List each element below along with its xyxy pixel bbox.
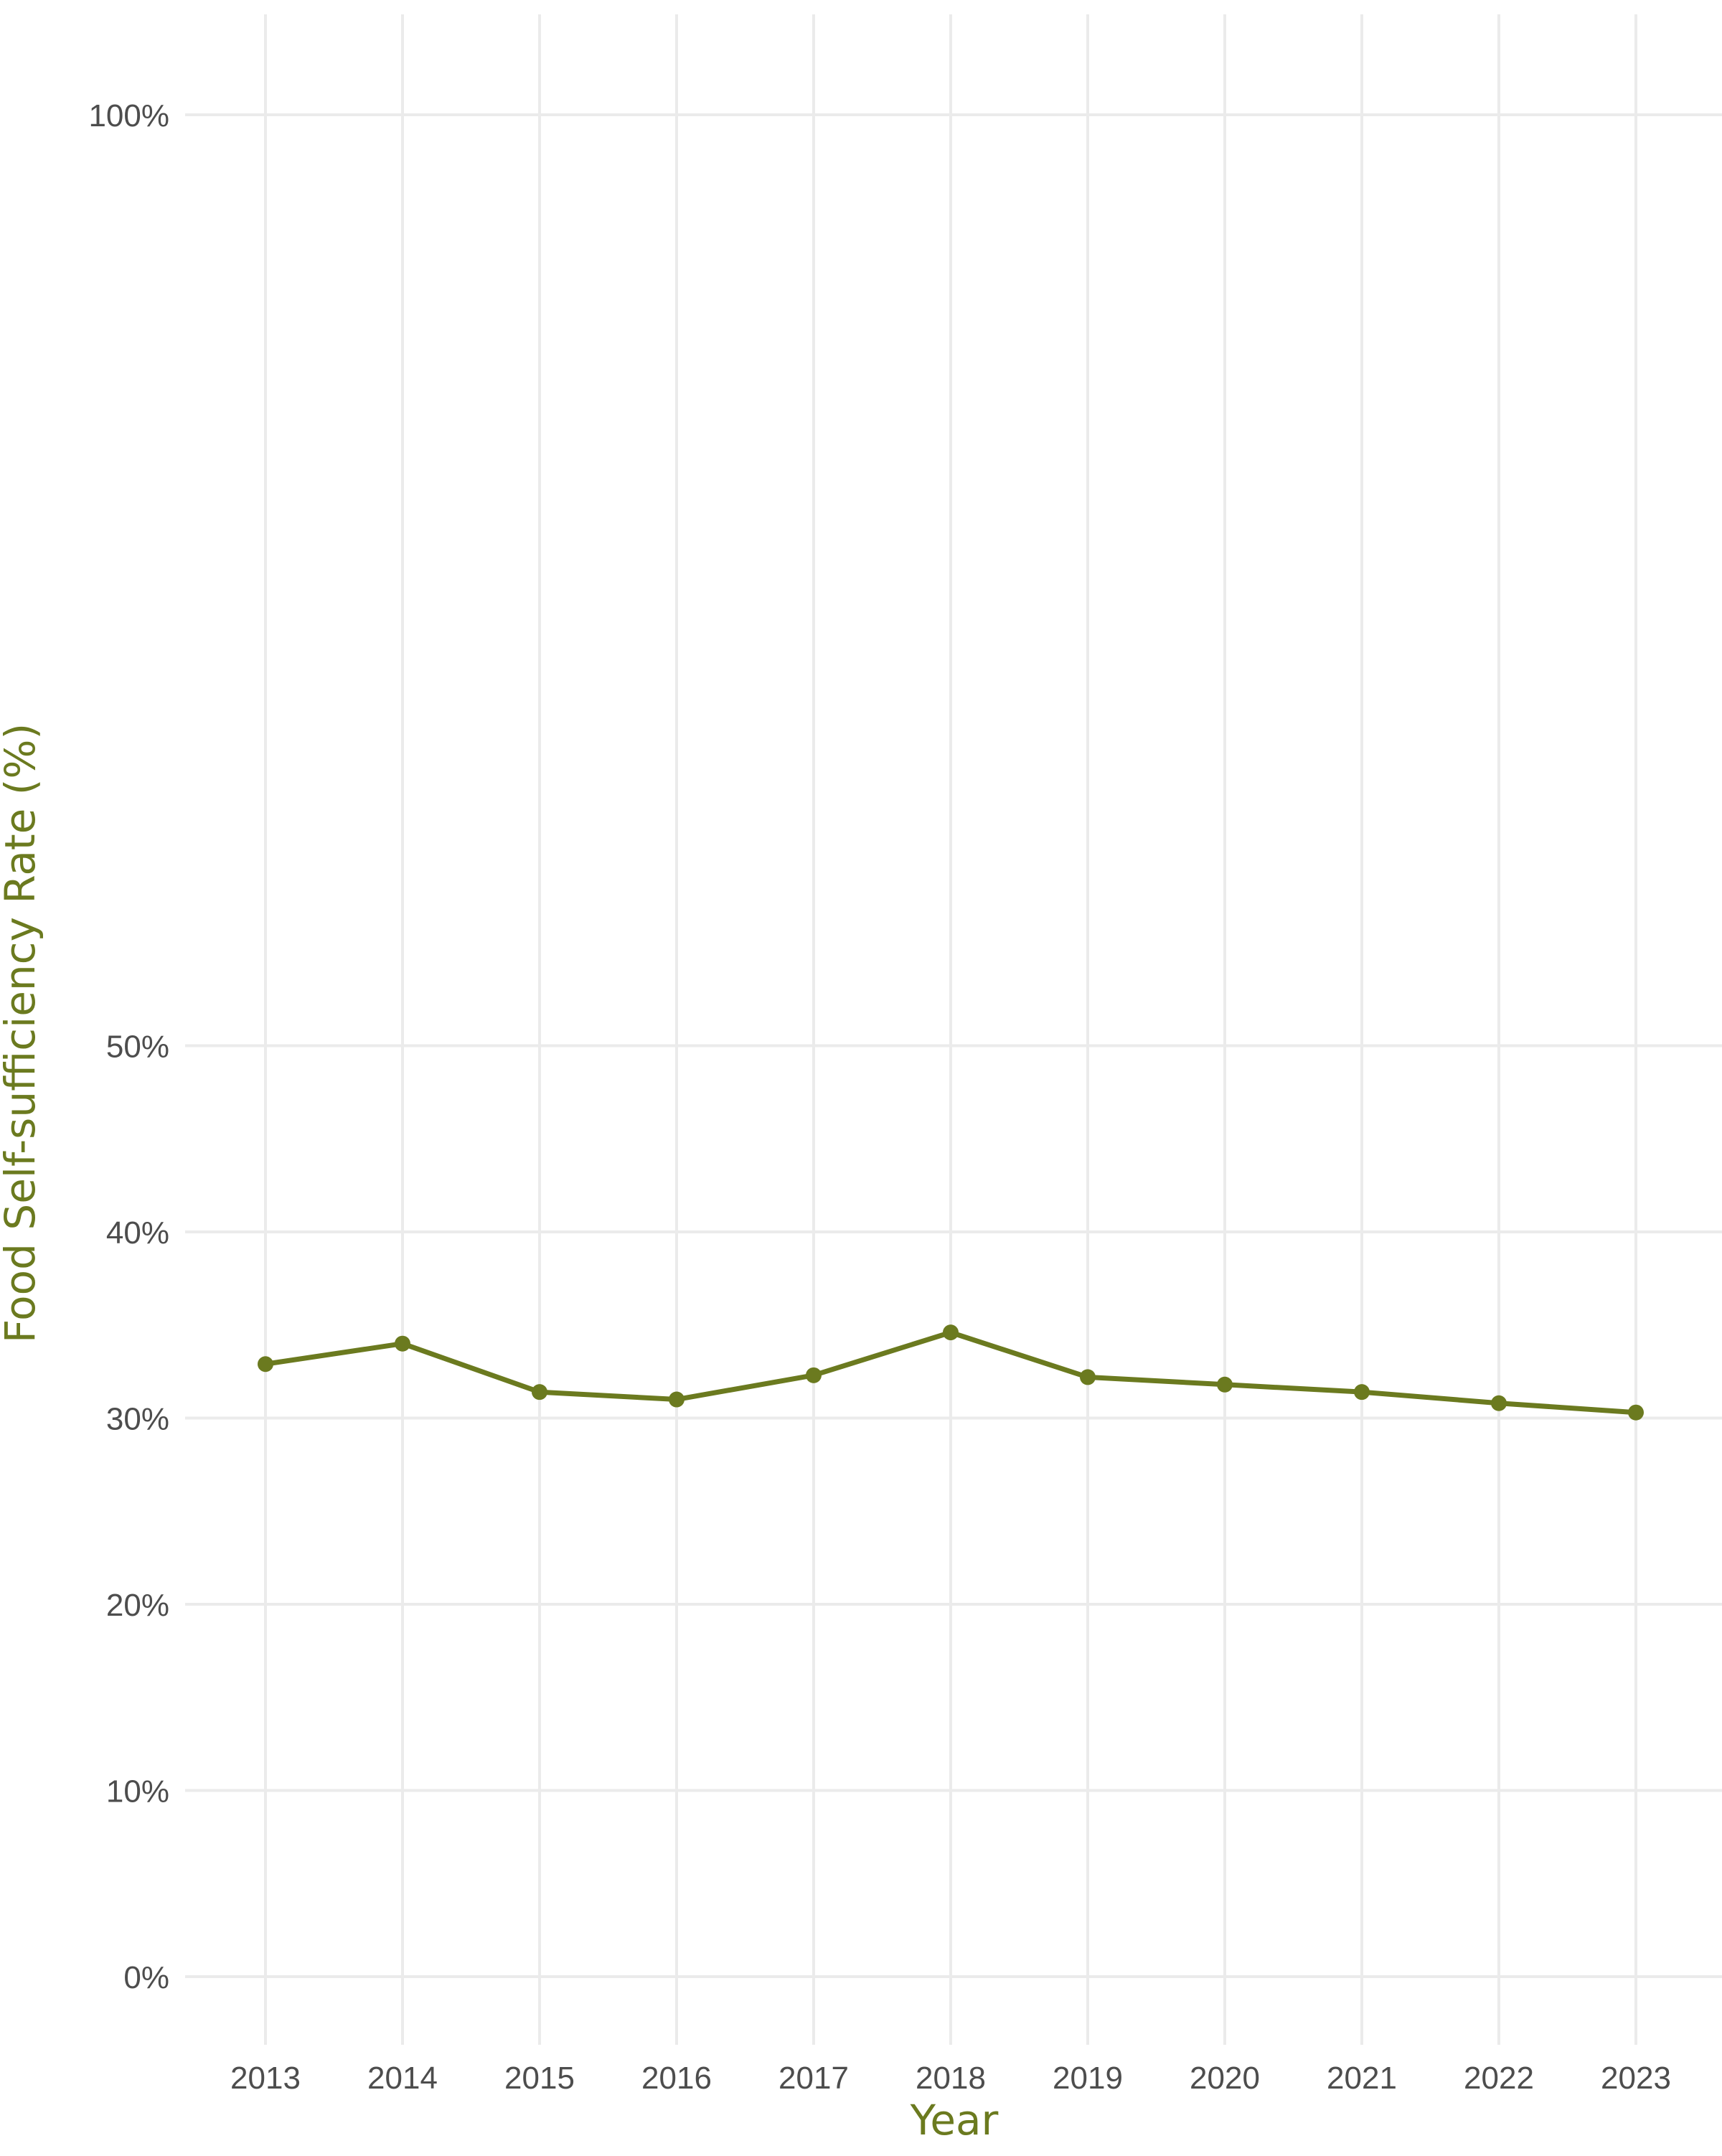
- data-point-2020: [1217, 1376, 1233, 1393]
- y-tick-label: 30%: [106, 1402, 169, 1437]
- y-tick-label: 10%: [106, 1774, 169, 1809]
- x-tick-label: 2015: [504, 2061, 575, 2096]
- data-point-2021: [1354, 1384, 1370, 1401]
- y-tick-label: 20%: [106, 1588, 169, 1623]
- x-tick-label: 2014: [367, 2061, 438, 2096]
- y-axis-tick-labels: 0% 10% 20% 30% 40% 50% 100%: [88, 98, 169, 1995]
- y-axis-title: Food Self-sufficiency Rate (%): [0, 723, 44, 1343]
- x-tick-label: 2021: [1327, 2061, 1397, 2096]
- x-tick-label: 2022: [1464, 2061, 1534, 2096]
- x-axis-title: Year: [910, 2096, 999, 2145]
- data-point-2019: [1080, 1369, 1096, 1385]
- y-tick-label: 50%: [106, 1030, 169, 1065]
- data-point-2014: [395, 1335, 410, 1352]
- x-tick-label: 2023: [1601, 2061, 1671, 2096]
- x-tick-label: 2013: [230, 2061, 301, 2096]
- x-tick-label: 2020: [1190, 2061, 1260, 2096]
- data-point-2013: [258, 1356, 273, 1373]
- data-point-2015: [532, 1384, 547, 1401]
- x-tick-label: 2018: [916, 2061, 986, 2096]
- y-tick-label: 0%: [123, 1960, 169, 1995]
- series-layer: [258, 1324, 1644, 1421]
- x-tick-label: 2016: [641, 2061, 712, 2096]
- y-tick-label: 40%: [106, 1215, 169, 1251]
- data-point-2022: [1491, 1395, 1507, 1411]
- x-tick-label: 2017: [778, 2061, 849, 2096]
- x-axis-tick-labels: 2013 2014 2015 2016 2017 2018 2019 2020 2021 2022…: [230, 2061, 1671, 2096]
- x-tick-label: 2019: [1053, 2061, 1123, 2096]
- data-point-2018: [943, 1324, 959, 1341]
- y-tick-label: 100%: [88, 98, 169, 133]
- data-point-2023: [1628, 1404, 1644, 1421]
- data-point-2016: [669, 1391, 684, 1408]
- data-point-2017: [806, 1367, 822, 1383]
- grid-lines: [185, 14, 1722, 2045]
